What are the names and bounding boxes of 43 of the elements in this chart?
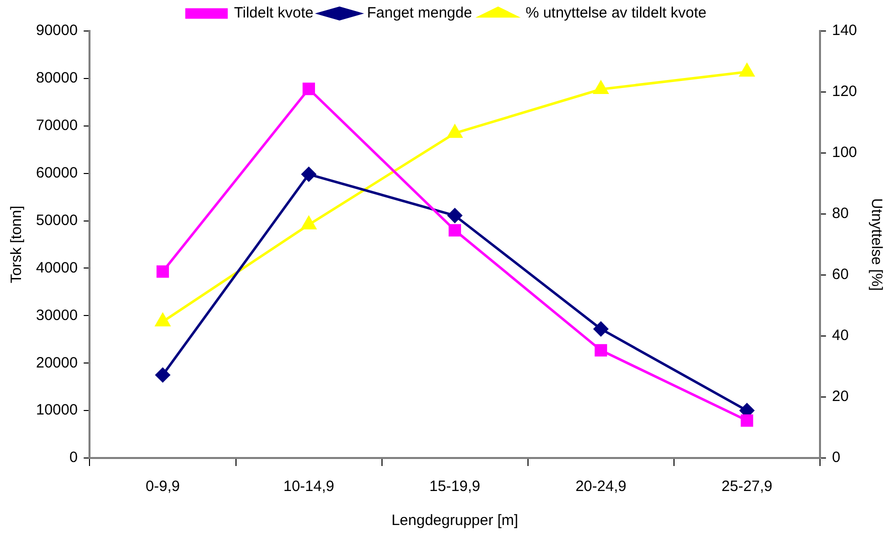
point <box>301 216 316 230</box>
y-tick-label: 60000 <box>36 164 78 182</box>
y-tick-label: 80000 <box>36 70 78 87</box>
y-tick-label: 70000 <box>36 117 78 134</box>
y2-tick-label: 120 <box>832 83 858 100</box>
y2-tick-label: 100 <box>832 144 858 162</box>
point <box>740 64 754 77</box>
point <box>156 265 169 278</box>
point <box>594 81 608 94</box>
point <box>448 224 462 236</box>
y2-tick-label: 140 <box>832 22 858 40</box>
point <box>302 82 315 96</box>
point <box>448 124 462 138</box>
y2-tick-label: 60 <box>832 266 849 284</box>
y2-tick-label: 0 <box>832 449 840 466</box>
point <box>448 208 462 223</box>
y2-tick-label: 20 <box>832 388 849 406</box>
x-tick-label: 15-19,9 <box>429 478 480 496</box>
point <box>155 313 170 326</box>
x-tick-label: 25-27,9 <box>722 478 772 496</box>
legend-label: Fanget mengde <box>366 4 472 22</box>
point <box>155 368 170 382</box>
y2-tick-label: 40 <box>832 327 849 344</box>
point <box>594 322 608 336</box>
y-tick-label: 20000 <box>36 354 78 372</box>
y-axis-title: Torsk [tonn] <box>8 206 26 284</box>
y-tick-label: 40000 <box>36 259 78 276</box>
y-tick-label: 0 <box>69 449 78 466</box>
point <box>302 167 316 182</box>
y2-tick-label: 80 <box>832 205 849 222</box>
point <box>740 414 754 427</box>
y-tick-label: 90000 <box>36 22 78 40</box>
x-tick-label: 10-14,9 <box>283 478 334 496</box>
legend-label: % utnyttelse av tildelt kvote <box>526 4 706 22</box>
legend-label: Tildelt kvote <box>234 4 314 22</box>
y-tick-label: 10000 <box>36 402 78 419</box>
y-tick-label: 50000 <box>36 212 78 229</box>
point <box>594 344 608 356</box>
x-axis-title: Lengdegrupper [m] <box>391 512 518 530</box>
y-tick-label: 30000 <box>36 306 78 324</box>
x-tick-label: 20-24,9 <box>575 478 626 496</box>
x-tick-label: 0-9,9 <box>146 478 180 496</box>
y2-axis-title: Utnyttelse [%] <box>868 198 885 291</box>
